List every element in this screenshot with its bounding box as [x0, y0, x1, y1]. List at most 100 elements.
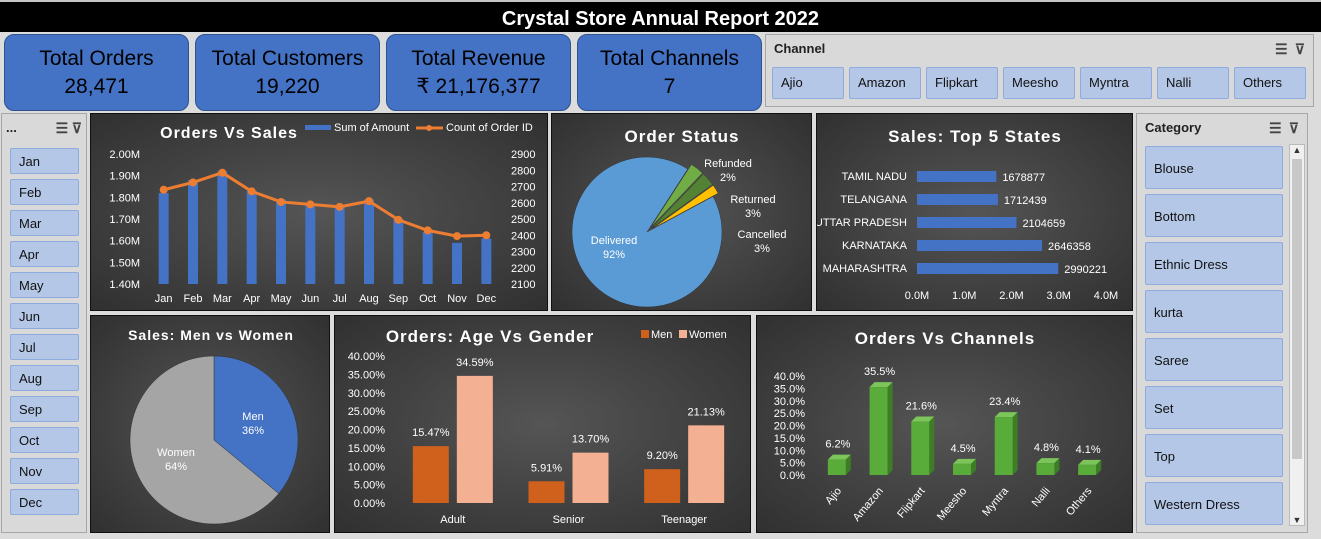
bar-flipkart — [911, 421, 930, 475]
y-tick: 0.0% — [780, 470, 805, 482]
x-tick: Meesho — [935, 485, 969, 523]
multi-select-icon[interactable]: ☰ — [1268, 120, 1282, 136]
y-right-tick: 2600 — [511, 198, 535, 210]
kpi-card-total-customers: Total Customers 19,220 — [195, 34, 380, 111]
kpi-label: Total Customers — [211, 47, 364, 70]
x-tick: Senior — [553, 514, 585, 526]
y-tick: 40.00% — [348, 351, 386, 363]
pie-label-cancelled: Cancelled — [738, 229, 787, 241]
y-tick: 35.00% — [348, 369, 386, 381]
bar-top-myntra — [994, 412, 1018, 418]
bar-side-nalli — [1054, 458, 1060, 475]
y-tick: 15.00% — [348, 443, 386, 455]
category-scrollbar[interactable]: ▲ ▼ — [1289, 144, 1305, 526]
point-count-of-order-id — [159, 185, 168, 194]
scroll-up-icon[interactable]: ▲ — [1292, 145, 1302, 155]
kpi-card-total-channels: Total Channels 7 — [577, 34, 762, 111]
pie-label-returned: Returned — [730, 194, 775, 206]
channel-item-nalli[interactable]: Nalli — [1157, 67, 1229, 99]
y-tick: 30.0% — [774, 396, 805, 408]
month-item-mar[interactable]: Mar — [10, 210, 79, 236]
bar-sum-of-amount — [305, 203, 316, 284]
chart-title: Order Status — [625, 127, 740, 146]
men-vs-women-chart: Sales: Men vs Women Men 36% Women 64% — [128, 327, 299, 525]
month-item-apr[interactable]: Apr — [10, 241, 79, 267]
pie-pct-men: 36% — [242, 425, 264, 437]
data-label: 4.8% — [1034, 442, 1059, 454]
month-item-feb[interactable]: Feb — [10, 179, 79, 205]
multi-select-icon[interactable]: ☰ — [1274, 41, 1288, 57]
month-item-nov[interactable]: Nov — [10, 458, 79, 484]
channel-item-others[interactable]: Others — [1234, 67, 1306, 99]
bar-sum-of-amount — [334, 206, 345, 284]
y-tick: MAHARASHTRA — [823, 263, 908, 275]
y-left-tick: 1.40M — [109, 279, 140, 291]
category-item-saree[interactable]: Saree — [1145, 338, 1283, 381]
month-item-aug[interactable]: Aug — [10, 365, 79, 391]
kpi-label: Total Channels — [600, 47, 739, 70]
channel-item-ajio[interactable]: Ajio — [772, 67, 844, 99]
pie-label-refunded: Refunded — [704, 158, 752, 170]
category-item-ethnic-dress[interactable]: Ethnic Dress — [1145, 242, 1283, 285]
pie-slice-women — [129, 355, 280, 525]
multi-select-icon[interactable]: ☰ — [55, 120, 69, 136]
point-count-of-order-id — [365, 197, 373, 206]
y-tick: 20.00% — [348, 425, 386, 437]
x-tick: Flipkart — [895, 485, 927, 520]
category-item-bottom[interactable]: Bottom — [1145, 194, 1283, 237]
channel-item-amazon[interactable]: Amazon — [849, 67, 921, 99]
bar-side-ajio — [845, 454, 851, 475]
channel-item-meesho[interactable]: Meesho — [1003, 67, 1075, 99]
clear-filter-icon[interactable]: ⊽ — [71, 120, 82, 136]
orders-vs-channels-panel: Orders Vs Channels 0.0% 5.0% 10.0% 15.0% 20.0… — [756, 315, 1133, 533]
clear-filter-icon[interactable]: ⊽ — [1288, 120, 1299, 136]
chart-title: Sales: Men vs Women — [128, 327, 294, 343]
chart-title: Sales: Top 5 States — [888, 127, 1062, 146]
data-label: 4.5% — [950, 443, 975, 455]
category-item-kurta[interactable]: kurta — [1145, 290, 1283, 333]
bar-side-others — [1096, 459, 1102, 475]
data-label: 34.59% — [456, 357, 494, 369]
bar-sum-of-amount — [452, 242, 462, 284]
month-item-sep[interactable]: Sep — [10, 396, 79, 422]
channel-item-myntra[interactable]: Myntra — [1080, 67, 1152, 99]
pie-slice-cancelled — [650, 163, 703, 228]
pie-slice-men — [213, 355, 299, 494]
pie-pct-cancelled: 3% — [754, 243, 770, 255]
scroll-down-icon[interactable]: ▼ — [1292, 515, 1302, 525]
category-item-set[interactable]: Set — [1145, 386, 1283, 429]
bar-sum-of-amount — [393, 219, 404, 284]
data-label: 6.2% — [825, 439, 850, 451]
x-tick: Dec — [477, 293, 497, 305]
x-tick: Amazon — [851, 485, 886, 524]
month-item-dec[interactable]: Dec — [10, 489, 79, 515]
bar-sum-of-amount — [364, 199, 374, 284]
legend-swatch-men — [641, 330, 649, 338]
kpi-value: 19,220 — [255, 75, 320, 98]
category-item-western-dress[interactable]: Western Dress — [1145, 482, 1283, 525]
x-tick: Mar — [213, 293, 232, 305]
category-item-blouse[interactable]: Blouse — [1145, 146, 1283, 189]
clear-filter-icon[interactable]: ⊽ — [1294, 41, 1305, 57]
scroll-thumb[interactable] — [1292, 159, 1302, 459]
category-item-top[interactable]: Top — [1145, 434, 1283, 477]
bar-top-flipkart — [911, 416, 935, 422]
data-label: 5.91% — [531, 462, 562, 474]
month-item-may[interactable]: May — [10, 272, 79, 298]
channel-item-flipkart[interactable]: Flipkart — [926, 67, 998, 99]
y-tick: TAMIL NADU — [842, 171, 907, 183]
month-item-jul[interactable]: Jul — [10, 334, 79, 360]
month-item-jun[interactable]: Jun — [10, 303, 79, 329]
data-label: 2646358 — [1048, 241, 1091, 253]
month-item-jan[interactable]: Jan — [10, 148, 79, 174]
month-item-oct[interactable]: Oct — [10, 427, 79, 453]
y-right-tick: 2800 — [511, 165, 535, 177]
data-label: 15.47% — [412, 427, 450, 439]
bar-others — [1078, 464, 1097, 475]
bar-meesho — [953, 463, 971, 475]
bar-sum-of-amount — [246, 190, 257, 284]
bar-sum-of-amount — [481, 238, 492, 284]
y-right-tick: 2100 — [511, 279, 535, 291]
x-tick: 2.0M — [999, 290, 1023, 302]
y-right-tick: 2700 — [511, 182, 535, 194]
